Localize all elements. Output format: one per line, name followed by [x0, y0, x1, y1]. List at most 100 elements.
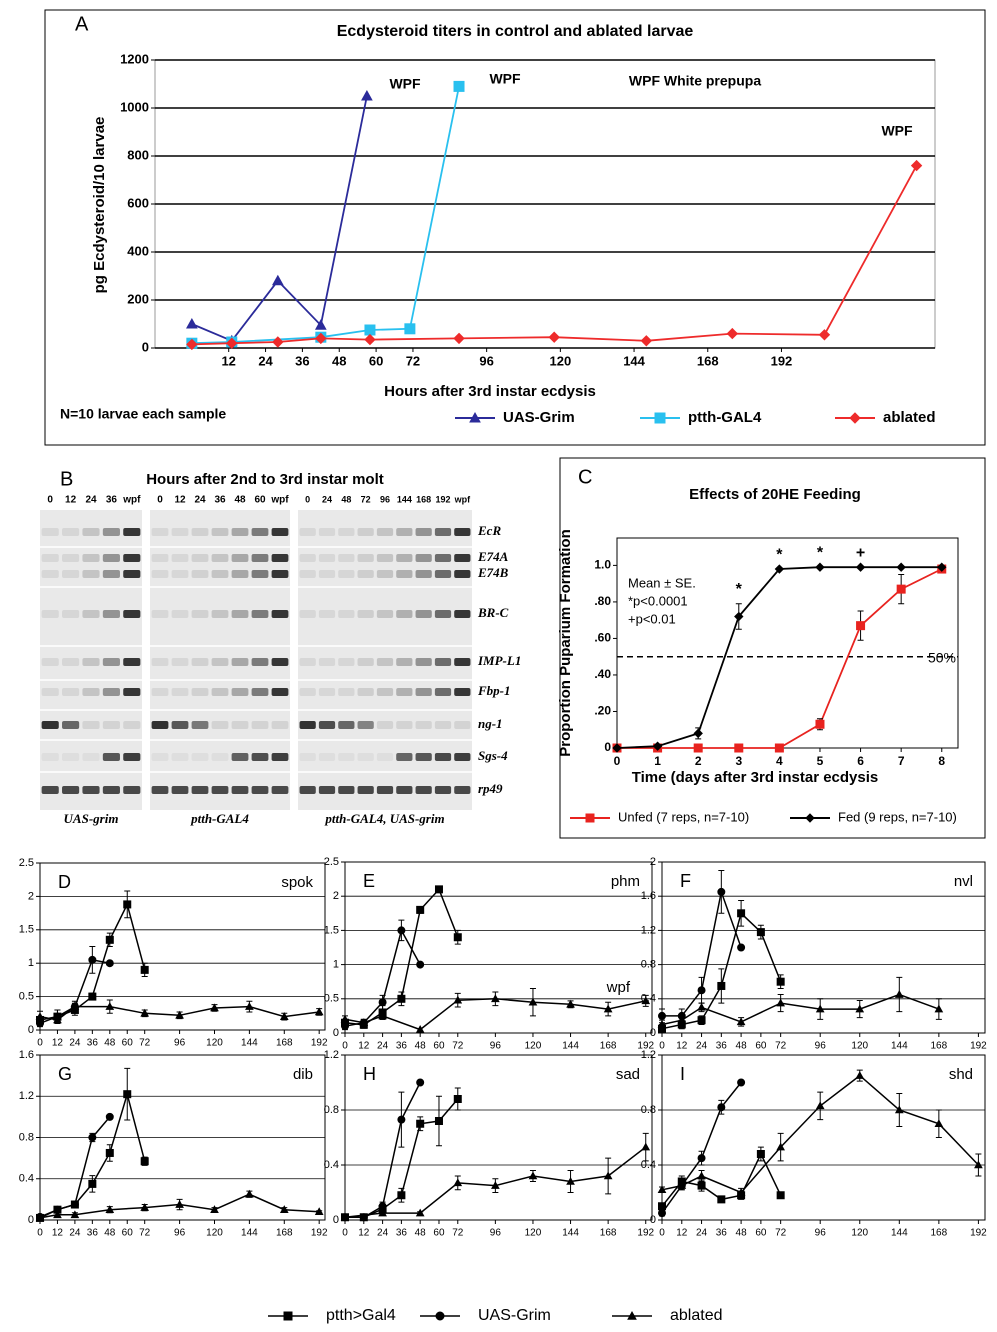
- x-tick-label: 12: [358, 1228, 370, 1239]
- lane-label: 36: [106, 495, 118, 506]
- blot-band: [192, 688, 209, 696]
- y-tick-label: 1.2: [19, 1090, 34, 1102]
- gene-label: IMP-L1: [477, 653, 521, 668]
- y-tick-label: 1.6: [19, 1049, 34, 1061]
- x-axis-label: Hours after 3rd instar ecdysis: [384, 383, 596, 400]
- lane-label: 24: [322, 494, 332, 504]
- y-tick-label: .20: [594, 704, 611, 718]
- blot-band: [192, 554, 209, 562]
- blot-band: [272, 721, 289, 729]
- series-line: [40, 1094, 145, 1218]
- blot-band: [272, 528, 289, 536]
- y-tick-label: 0.4: [641, 1159, 656, 1171]
- blot-band: [252, 610, 269, 618]
- x-tick-label: 36: [87, 1038, 99, 1049]
- y-tick-label: 1.5: [19, 924, 34, 936]
- blot-band: [152, 721, 169, 729]
- marker: [694, 729, 702, 737]
- blot-band: [377, 658, 393, 666]
- annotation: WPF: [389, 76, 421, 92]
- marker: [141, 1158, 148, 1165]
- chart-title: Effects of 20HE Feeding: [689, 486, 861, 503]
- blot-band: [212, 570, 229, 578]
- x-tick-label: 168: [600, 1228, 617, 1239]
- lane-label: 60: [254, 495, 266, 506]
- x-tick-label: 60: [369, 353, 383, 368]
- marker: [738, 944, 745, 951]
- blot-band: [232, 753, 249, 761]
- blot-band: [416, 610, 432, 618]
- y-tick-label: 0: [604, 740, 611, 754]
- blot-band: [172, 721, 189, 729]
- blot-band: [416, 570, 432, 578]
- marker: [141, 966, 148, 973]
- blot-band: [300, 528, 316, 536]
- reference-label: 50%: [928, 649, 956, 665]
- marker: [912, 161, 922, 171]
- x-tick-label: 72: [139, 1228, 151, 1239]
- blot-band: [338, 570, 354, 578]
- x-tick-label: 48: [736, 1041, 748, 1052]
- blot-band: [396, 688, 412, 696]
- x-tick-label: 36: [396, 1041, 408, 1052]
- blot-band: [192, 528, 209, 536]
- lane-label: 144: [397, 494, 412, 504]
- lane-label: 0: [157, 495, 163, 506]
- x-tick-label: 7: [898, 754, 905, 768]
- blot-band: [192, 610, 209, 618]
- x-tick-label: 96: [815, 1228, 827, 1239]
- marker: [417, 1079, 424, 1086]
- panel-label: H: [363, 1064, 376, 1084]
- marker: [124, 1091, 131, 1098]
- marker: [698, 1182, 705, 1189]
- blot-band: [42, 658, 59, 666]
- blot-band: [212, 554, 229, 562]
- blot-band: [212, 688, 229, 696]
- blot-band: [358, 786, 374, 794]
- blot-band: [338, 753, 354, 761]
- blot-band: [42, 688, 59, 696]
- blot-band: [232, 786, 249, 794]
- x-tick-label: 192: [637, 1228, 654, 1239]
- x-tick-label: 192: [771, 353, 793, 368]
- y-tick-label: 1000: [120, 99, 149, 114]
- marker: [89, 1134, 96, 1141]
- marker: [816, 563, 824, 571]
- blot-band: [103, 570, 120, 578]
- marker: [777, 978, 784, 985]
- x-tick-label: 120: [851, 1041, 868, 1052]
- plot-area: [345, 862, 652, 1033]
- chart-title: Ecdysteroid titers in control and ablate…: [337, 23, 694, 40]
- blot-band: [396, 528, 412, 536]
- y-tick-label: 0.4: [641, 993, 656, 1005]
- marker: [655, 413, 665, 423]
- blot-band: [338, 610, 354, 618]
- blot-band: [82, 570, 99, 578]
- marker: [642, 1144, 649, 1150]
- blot-band: [300, 688, 316, 696]
- x-tick-label: 24: [696, 1041, 708, 1052]
- blot-band: [172, 753, 189, 761]
- gene-label: EcR: [477, 523, 501, 538]
- blot-band: [42, 786, 59, 794]
- blot-band: [396, 721, 412, 729]
- blot-band: [319, 610, 335, 618]
- blot-band: [172, 610, 189, 618]
- marker: [897, 563, 905, 571]
- x-tick-label: 36: [716, 1228, 728, 1239]
- y-tick-label: 0: [650, 1214, 656, 1226]
- x-tick-label: 72: [452, 1041, 464, 1052]
- gene-label: ng-1: [478, 716, 503, 731]
- blot-band: [42, 721, 59, 729]
- lane-label: 168: [416, 494, 431, 504]
- annotation: WPF: [881, 123, 913, 139]
- marker: [757, 1151, 764, 1158]
- y-tick-label: 1.2: [641, 924, 656, 936]
- blot-band: [435, 554, 451, 562]
- blot-band: [358, 610, 374, 618]
- x-tick-label: 96: [490, 1228, 502, 1239]
- x-tick-label: 48: [415, 1228, 427, 1239]
- blot-band: [82, 721, 99, 729]
- panel-label: B: [60, 468, 73, 490]
- y-tick-label: 600: [127, 195, 149, 210]
